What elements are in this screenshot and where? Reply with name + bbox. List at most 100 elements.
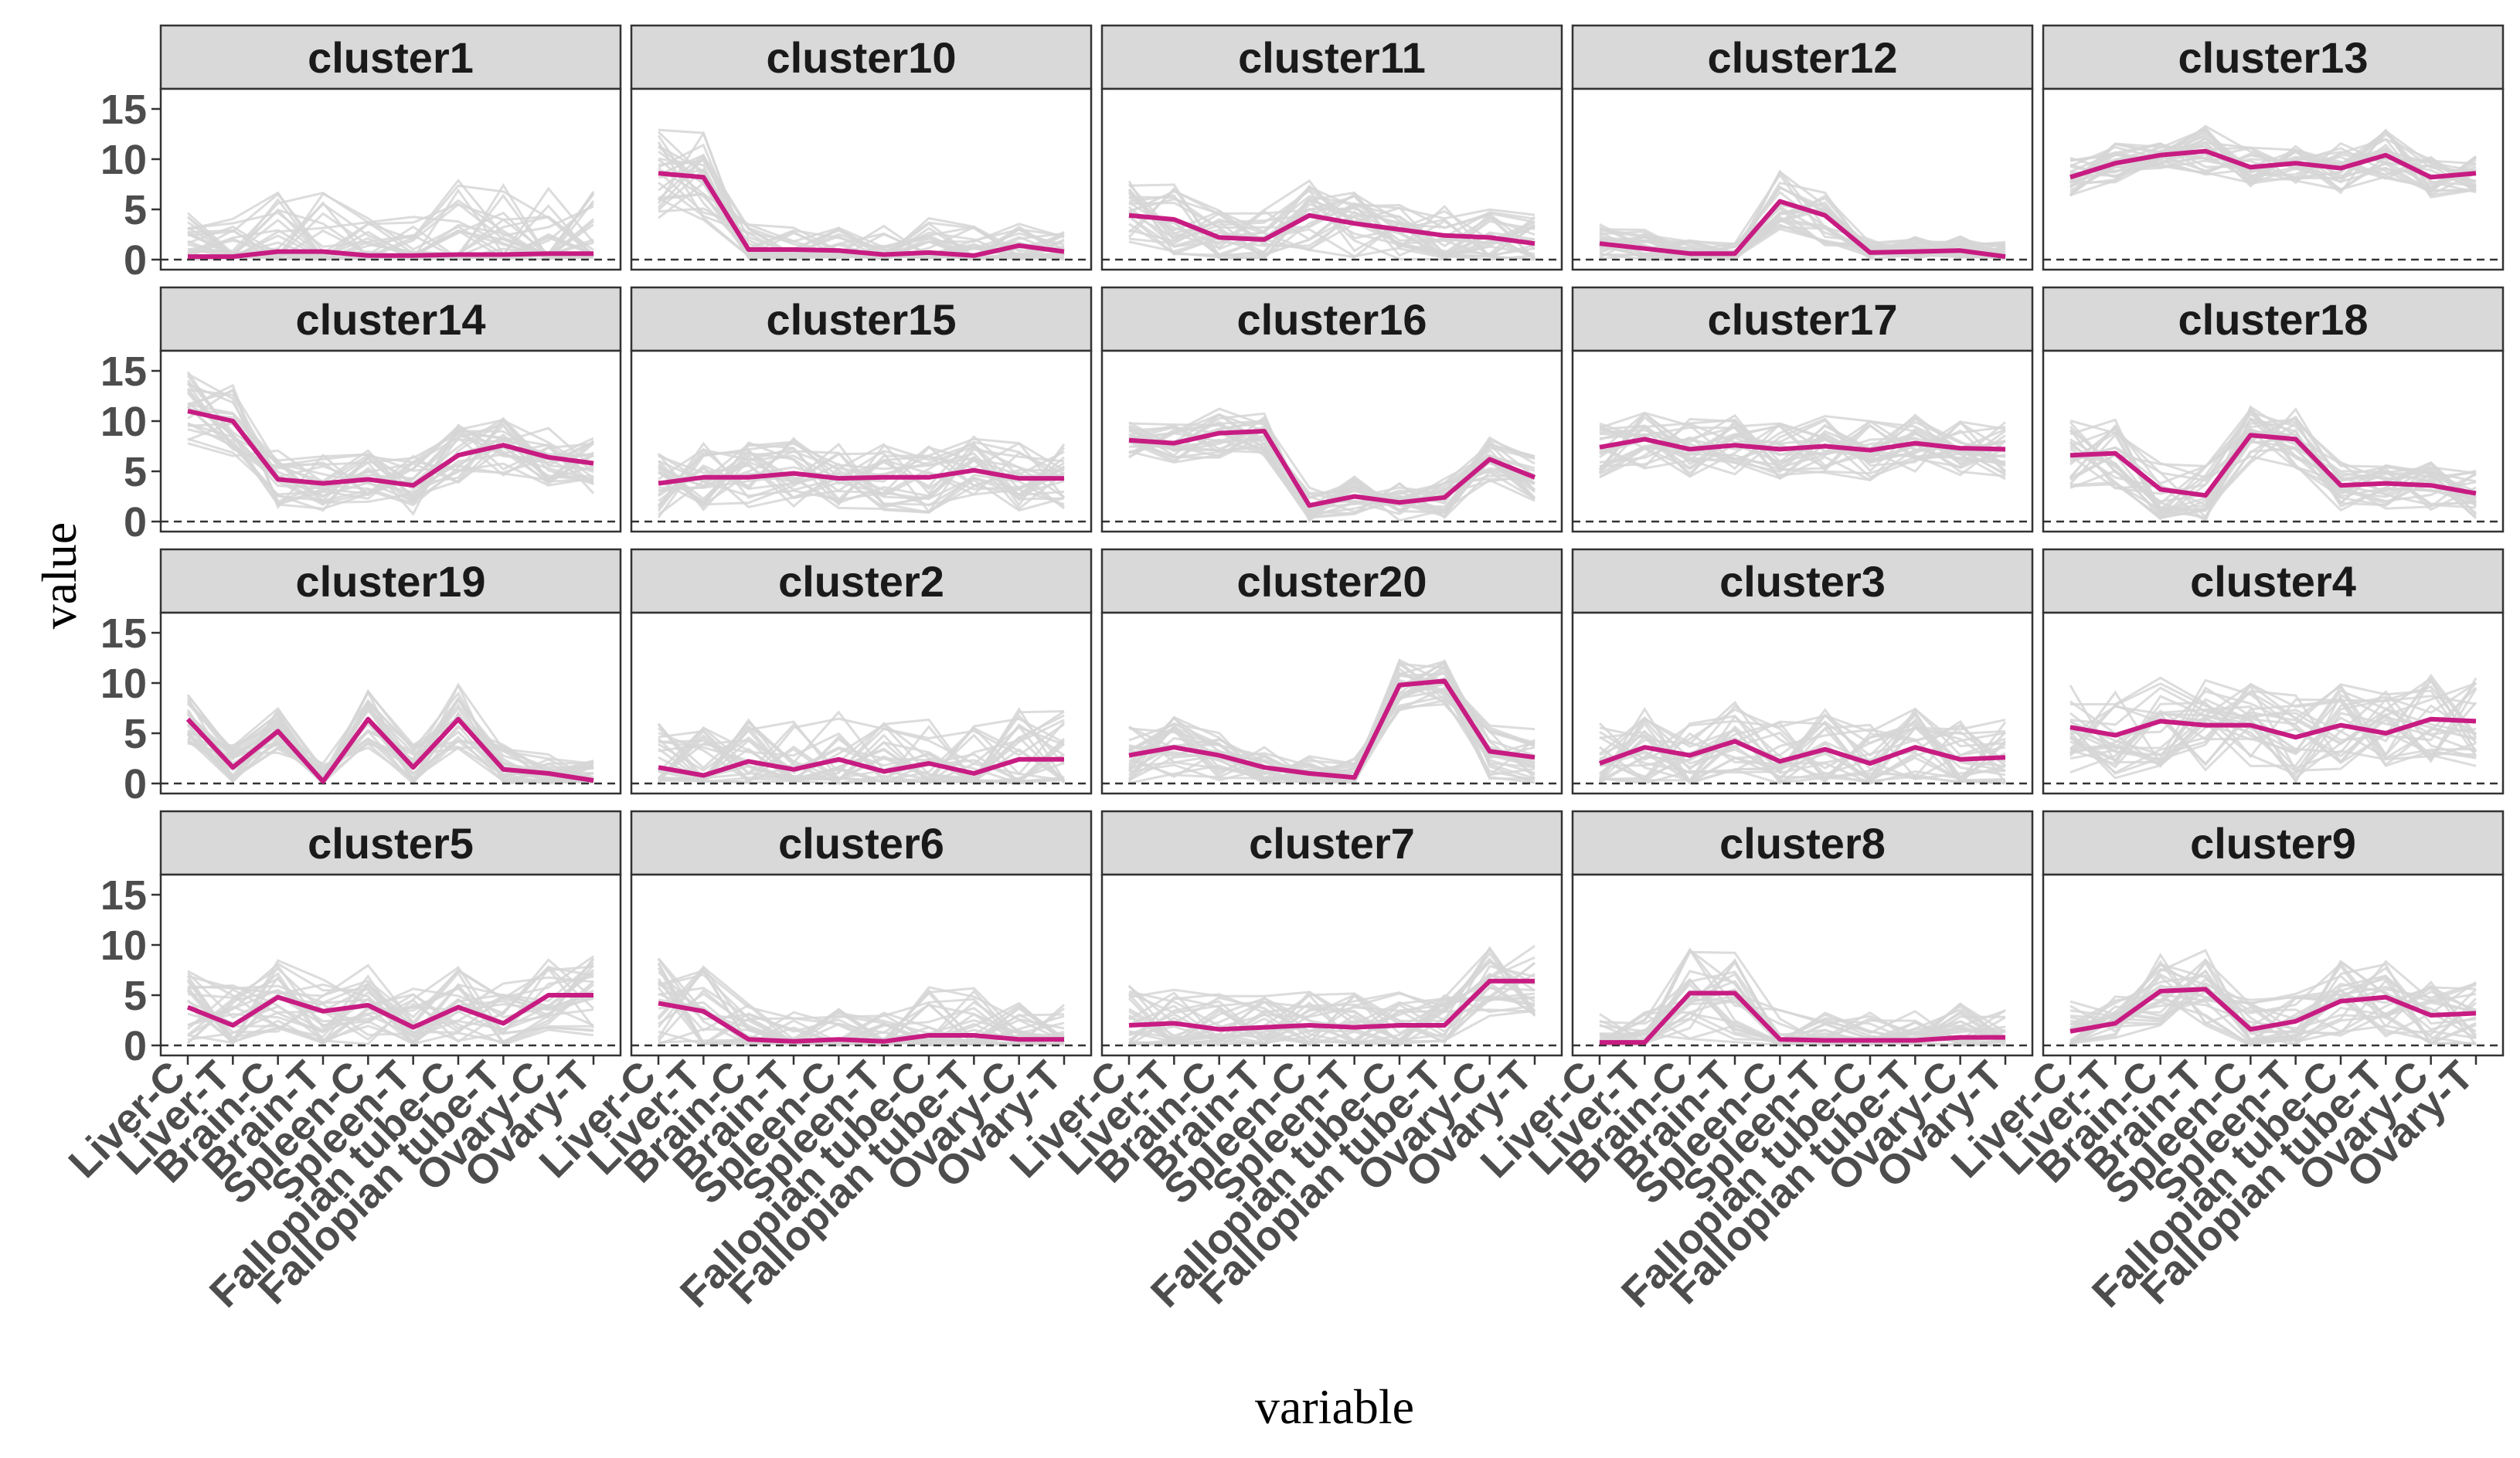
member-series-line xyxy=(1128,695,1535,785)
member-series-line xyxy=(2069,693,2477,784)
facet-panel-cluster8: cluster8 xyxy=(1571,810,2034,1057)
plot-area xyxy=(159,87,622,271)
facet-strip xyxy=(159,24,622,90)
member-series-line xyxy=(1599,970,2006,1047)
member-series-line xyxy=(2069,682,2477,757)
member-series-line xyxy=(1599,421,2006,481)
facet-panel-cluster2: cluster2 xyxy=(630,548,1093,795)
mean-series-line xyxy=(658,467,1064,486)
member-series-line xyxy=(187,389,594,485)
mean-series-line xyxy=(1128,678,1535,780)
member-series-line xyxy=(657,717,1065,785)
member-series-line xyxy=(2069,963,2476,1047)
member-series-line xyxy=(658,992,1065,1045)
facet-panel-cluster13: cluster13 xyxy=(2042,24,2505,271)
member-lines xyxy=(1127,945,1536,1047)
member-series-line xyxy=(1600,728,2007,785)
mean-series-line xyxy=(188,249,593,260)
facet-title: cluster10 xyxy=(767,33,957,82)
y-tick-label: 0 xyxy=(124,1023,147,1069)
facet-strip xyxy=(159,286,622,352)
member-series-line xyxy=(658,722,1065,785)
facet-strip xyxy=(630,24,1093,90)
member-series-line xyxy=(2069,405,2477,523)
facet-title: cluster12 xyxy=(1708,33,1898,82)
member-series-line xyxy=(186,387,594,496)
member-series-line xyxy=(2069,959,2477,1029)
member-series-line xyxy=(1128,201,1535,229)
y-tick-label: 0 xyxy=(124,499,147,545)
mean-series-line xyxy=(658,171,1065,258)
member-series-line xyxy=(658,982,1065,1046)
mean-series-line xyxy=(1599,437,2006,453)
facet-title: cluster7 xyxy=(1249,819,1415,868)
member-series-line xyxy=(1599,947,2006,1045)
facet-title: cluster19 xyxy=(296,557,486,606)
facet-strip xyxy=(630,286,1093,352)
member-series-line xyxy=(658,448,1065,499)
member-series-line xyxy=(1128,946,1536,1046)
facet-panel-cluster7: cluster7 xyxy=(1100,810,1563,1057)
member-series-line xyxy=(2069,677,2477,763)
facet-title: cluster20 xyxy=(1237,557,1427,606)
member-series-line xyxy=(1599,437,2006,478)
facet-panel-cluster20: cluster20 xyxy=(1100,548,1563,795)
member-series-line xyxy=(2069,960,2477,1047)
facet-title: cluster16 xyxy=(1237,295,1427,344)
facet-title: cluster3 xyxy=(1719,557,1886,606)
mean-series-line xyxy=(1128,429,1536,508)
y-tick-label: 0 xyxy=(124,237,147,284)
mean-series-line xyxy=(186,993,593,1030)
facet-title: cluster6 xyxy=(778,819,944,868)
member-series-line xyxy=(1128,420,1535,519)
member-series-line xyxy=(2069,429,2477,519)
member-series-line xyxy=(187,184,594,260)
member-series-line xyxy=(2069,690,2477,760)
member-series-line xyxy=(2069,683,2477,772)
facet-title: cluster4 xyxy=(2190,557,2356,606)
member-lines xyxy=(2069,949,2477,1047)
y-tick-label: 15 xyxy=(100,610,147,657)
x-axis-title: variable xyxy=(1255,1379,1414,1434)
facet-title: cluster18 xyxy=(2178,295,2369,344)
mean-series-line xyxy=(658,756,1064,778)
facet-title: cluster15 xyxy=(767,295,957,344)
facet-strip xyxy=(1100,810,1563,876)
facet-title: cluster9 xyxy=(2190,819,2356,868)
y-tick-label: 5 xyxy=(124,711,147,757)
mean-series-line xyxy=(2069,433,2477,498)
member-series-line xyxy=(2069,420,2477,521)
facet-title: cluster1 xyxy=(308,33,474,82)
member-series-line xyxy=(1127,992,1535,1045)
member-series-line xyxy=(1599,433,2006,477)
member-series-line xyxy=(1599,227,2006,260)
member-series-line xyxy=(1128,689,1535,781)
member-series-line xyxy=(2069,973,2477,1045)
facet-strip xyxy=(1100,548,1563,614)
facet-panel-cluster6: cluster6 xyxy=(630,810,1093,1057)
member-series-line xyxy=(2069,124,2477,196)
mean-series-line xyxy=(2069,148,2477,180)
facet-panel-cluster17: cluster17 xyxy=(1571,286,2034,533)
mean-series-line xyxy=(187,409,594,488)
member-series-line xyxy=(1599,413,2006,478)
member-series-line xyxy=(1128,677,1535,783)
facet-panel-cluster3: cluster3 xyxy=(1571,548,2034,795)
member-series-line xyxy=(658,1011,1065,1044)
y-tick-label: 10 xyxy=(100,923,147,969)
member-series-line xyxy=(1128,191,1535,260)
member-series-line xyxy=(186,691,594,783)
facet-title: cluster17 xyxy=(1708,295,1898,344)
member-series-line xyxy=(1128,188,1535,258)
member-lines xyxy=(186,371,595,516)
facet-panel-cluster11: cluster11 xyxy=(1100,24,1563,271)
member-series-line xyxy=(186,710,594,783)
facet-strip xyxy=(2042,286,2505,352)
facet-title: cluster8 xyxy=(1719,819,1886,868)
member-series-line xyxy=(187,411,594,505)
member-series-line xyxy=(186,694,594,785)
mean-series-line xyxy=(1599,199,2006,260)
member-series-line xyxy=(1598,719,2007,785)
facet-panel-cluster9: cluster9 xyxy=(2042,810,2505,1057)
y-tick-label: 15 xyxy=(100,348,147,395)
